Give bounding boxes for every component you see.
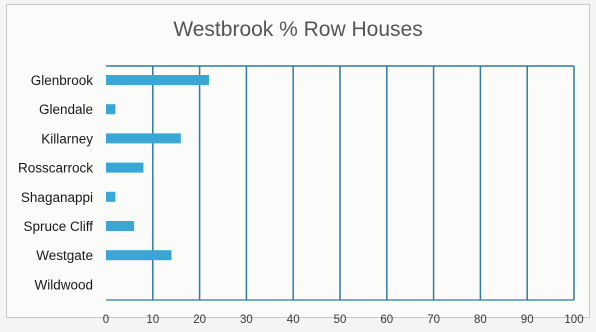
category-label: Glendale — [39, 102, 93, 117]
x-tick-label: 50 — [334, 314, 347, 326]
bar-westgate — [106, 250, 172, 261]
x-tick-label: 40 — [287, 314, 300, 326]
x-tick-label: 90 — [521, 314, 534, 326]
category-label: Spruce Cliff — [23, 219, 93, 234]
chart-frame — [6, 4, 590, 318]
bar-killarney — [106, 133, 181, 144]
bar-shaganappi — [106, 191, 116, 202]
x-tick-label: 100 — [564, 314, 583, 326]
bar-spruce-cliff — [106, 221, 135, 231]
x-tick-label: 30 — [240, 314, 253, 326]
bar-glenbrook — [106, 75, 209, 85]
category-label: Glenbrook — [31, 73, 94, 88]
x-tick-label: 70 — [427, 314, 440, 326]
bar-glendale — [106, 104, 116, 115]
x-tick-label: 0 — [103, 314, 109, 326]
x-tick-label: 10 — [146, 314, 159, 326]
category-label: Shaganappi — [21, 190, 93, 205]
category-label: Wildwood — [34, 277, 93, 292]
x-tick-label: 20 — [193, 314, 206, 326]
category-label: Westgate — [36, 248, 93, 263]
category-label: Rosscarrock — [18, 161, 93, 176]
x-tick-label: 60 — [380, 314, 393, 326]
x-tick-label: 80 — [474, 314, 487, 326]
chart-title: Westbrook % Row Houses — [173, 18, 423, 41]
category-label: Killarney — [41, 131, 93, 146]
bar-rosscarrock — [106, 162, 144, 173]
